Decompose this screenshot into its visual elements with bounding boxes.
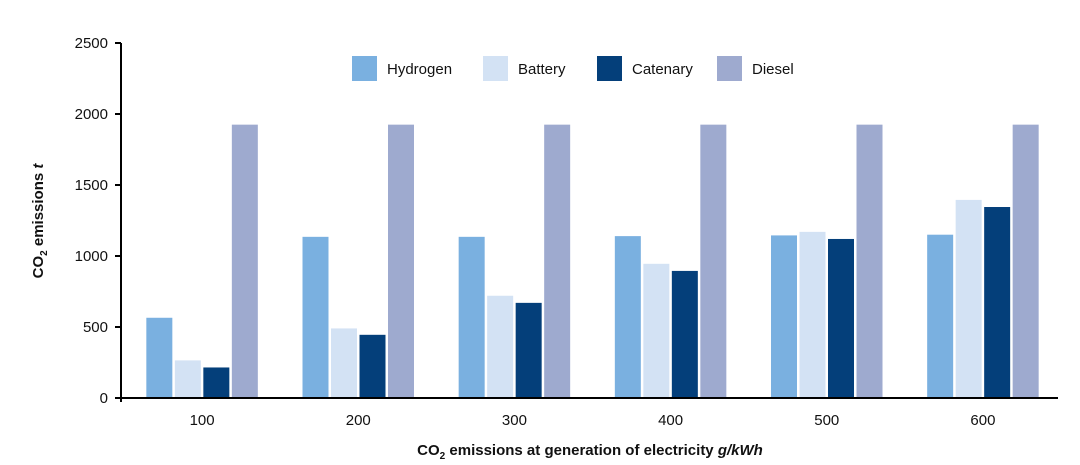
legend-item-battery: Battery — [483, 56, 566, 81]
bar-group-300 — [458, 124, 571, 399]
x-axis-title-subscript: 2 — [440, 451, 446, 462]
legend: Hydrogen Battery Catenary Diesel — [352, 56, 794, 81]
legend-item-diesel: Diesel — [717, 56, 794, 81]
bar-diesel-500 — [856, 124, 883, 399]
y-tick-label: 2000 — [75, 106, 108, 123]
bar-battery-500 — [799, 231, 826, 398]
x-tick-label: 100 — [190, 412, 215, 429]
bar-catenary-600 — [984, 207, 1011, 398]
x-axis: 100 200 300 400 500 600 — [115, 397, 1058, 429]
bar-group-600 — [927, 124, 1039, 399]
x-tick-label: 300 — [502, 412, 527, 429]
bar-hydrogen-200 — [302, 236, 329, 398]
bar-hydrogen-400 — [614, 236, 641, 398]
bar-battery-100 — [174, 360, 201, 398]
y-tick-label: 500 — [83, 319, 108, 336]
legend-item-hydrogen: Hydrogen — [352, 56, 452, 81]
y-axis: 0 500 1000 1500 2000 2500 — [75, 35, 122, 407]
legend-swatch-diesel — [717, 56, 742, 81]
y-tick-label: 1500 — [75, 177, 108, 194]
legend-label: Battery — [518, 61, 566, 78]
y-tick-label: 1000 — [75, 248, 108, 265]
bar-catenary-100 — [203, 367, 230, 398]
legend-swatch-catenary — [597, 56, 622, 81]
bar-battery-400 — [643, 263, 670, 398]
legend-swatch-hydrogen — [352, 56, 377, 81]
bar-diesel-100 — [231, 124, 258, 399]
x-tick-label: 400 — [658, 412, 683, 429]
legend-swatch-battery — [483, 56, 508, 81]
y-tick-label: 0 — [100, 390, 108, 407]
bar-catenary-200 — [359, 334, 386, 398]
legend-label: Hydrogen — [387, 61, 452, 78]
bar-hydrogen-600 — [927, 234, 954, 398]
y-axis-title-subscript: 2 — [39, 250, 50, 256]
bar-catenary-400 — [671, 270, 698, 398]
bar-catenary-300 — [515, 302, 542, 398]
legend-label: Diesel — [752, 61, 794, 78]
bar-battery-200 — [331, 328, 357, 398]
bar-hydrogen-300 — [458, 236, 485, 398]
bar-diesel-300 — [544, 124, 571, 399]
x-tick-label: 500 — [814, 412, 839, 429]
legend-item-catenary: Catenary — [597, 56, 693, 81]
bar-diesel-600 — [1012, 124, 1039, 399]
bar-group-200 — [302, 124, 414, 399]
bar-diesel-400 — [700, 124, 727, 399]
bar-catenary-500 — [828, 238, 854, 398]
x-tick-label: 200 — [346, 412, 371, 429]
bar-hydrogen-500 — [771, 235, 797, 398]
bar-battery-600 — [955, 199, 982, 398]
bars — [146, 124, 1039, 399]
bar-group-400 — [614, 124, 727, 399]
bar-hydrogen-100 — [146, 317, 173, 398]
legend-label: Catenary — [632, 61, 693, 78]
y-tick-label: 2500 — [75, 35, 108, 52]
bar-group-100 — [146, 124, 258, 399]
bar-battery-300 — [487, 295, 514, 398]
bar-group-500 — [771, 124, 883, 399]
y-axis-title: CO2 emissions t — [30, 163, 50, 279]
x-tick-label: 600 — [970, 412, 995, 429]
bar-diesel-200 — [388, 124, 414, 399]
x-axis-title: CO2 emissions at generation of electrici… — [417, 442, 763, 462]
